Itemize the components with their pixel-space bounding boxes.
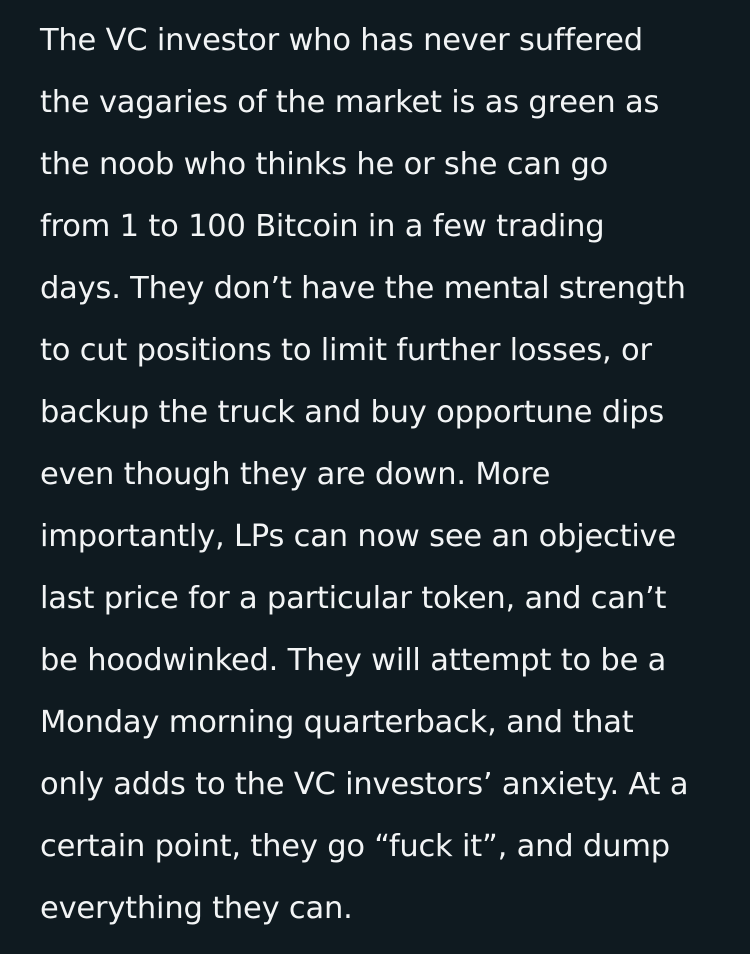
paragraph-line: only adds to the VC investors’ anxiety. … xyxy=(40,767,689,802)
paragraph-line: the vagaries of the market is as green a… xyxy=(40,85,660,120)
article-paragraph: The VC investor who has never suffered t… xyxy=(40,10,730,940)
paragraph-line: to cut positions to limit further losses… xyxy=(40,333,652,368)
paragraph-line: the noob who thinks he or she can go xyxy=(40,147,609,182)
paragraph-line: from 1 to 100 Bitcoin in a few trading xyxy=(40,209,605,244)
paragraph-line: last price for a particular token, and c… xyxy=(40,581,667,616)
paragraph-line: even though they are down. More xyxy=(40,457,551,492)
paragraph-line: Monday morning quarterback, and that xyxy=(40,705,634,740)
paragraph-line: The VC investor who has never suffered xyxy=(40,23,643,58)
paragraph-line: days. They don’t have the mental strengt… xyxy=(40,271,686,306)
paragraph-line: certain point, they go “fuck it”, and du… xyxy=(40,829,670,864)
paragraph-line: everything they can. xyxy=(40,891,353,926)
paragraph-line: importantly, LPs can now see an objectiv… xyxy=(40,519,677,554)
paragraph-line: backup the truck and buy opportune dips xyxy=(40,395,665,430)
paragraph-line: be hoodwinked. They will attempt to be a xyxy=(40,643,667,678)
